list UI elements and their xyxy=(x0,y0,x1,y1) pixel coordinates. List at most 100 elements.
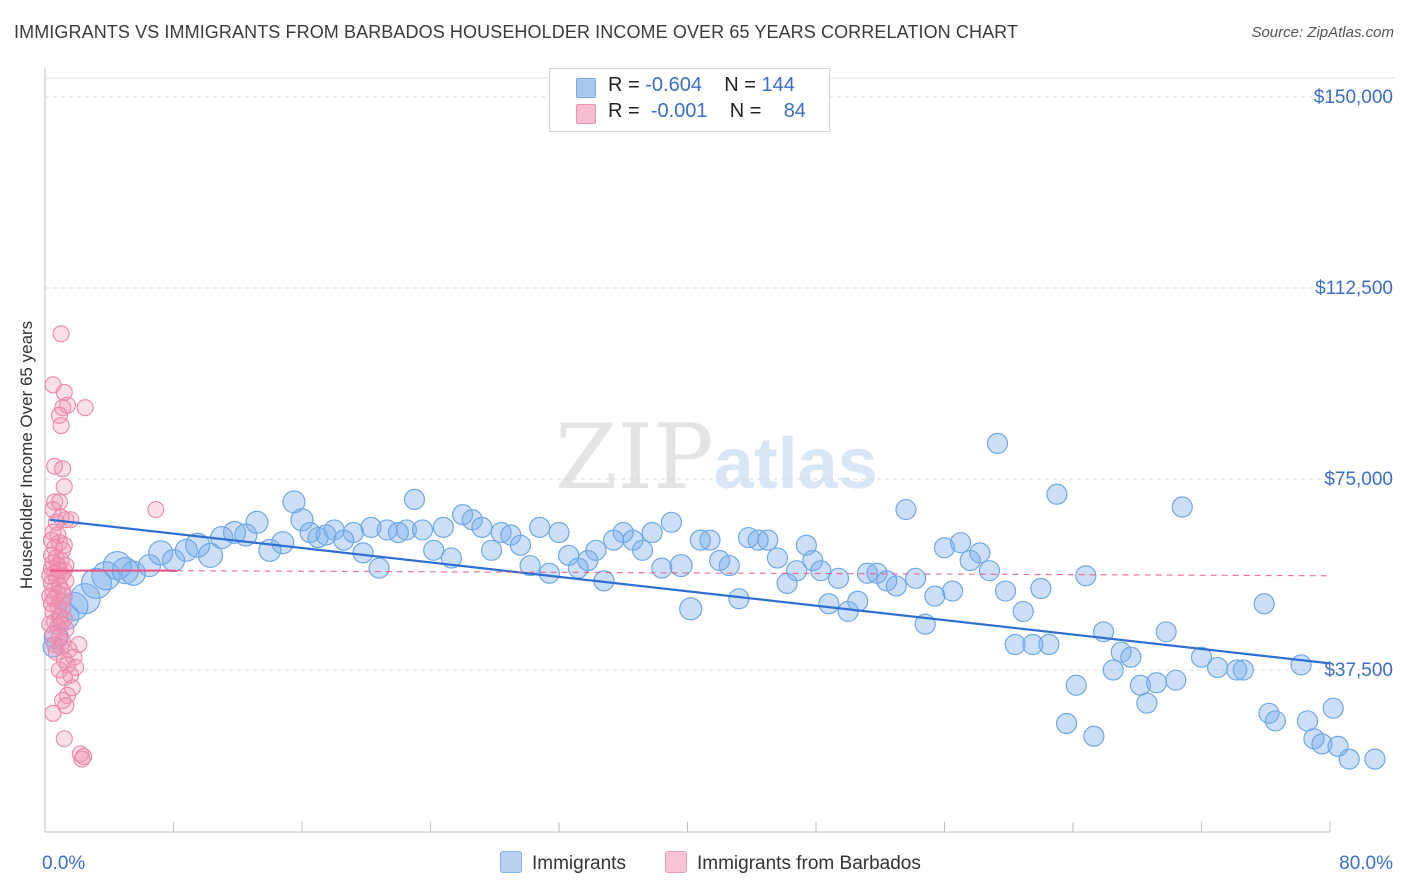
immigrants-point-124 xyxy=(1253,593,1275,615)
immigrants-point-100 xyxy=(1004,633,1026,656)
immigrants-point-118 xyxy=(1165,669,1187,691)
immigrants-point-68 xyxy=(709,549,731,572)
immigrants-point-37 xyxy=(411,519,434,541)
immigrants-point-126 xyxy=(1264,710,1286,732)
immigrants-point-29 xyxy=(342,521,364,544)
legend-stats-barbados: R = -0.001 N = 84 xyxy=(608,100,806,122)
immigrants-point-113 xyxy=(1120,646,1142,668)
barbados-point-80 xyxy=(55,730,73,748)
trend-lines xyxy=(49,518,1331,665)
immigrants-point-65 xyxy=(679,597,703,621)
immigrants-point-44 xyxy=(480,539,503,561)
y-axis-label: Householder Income Over 65 years xyxy=(17,321,36,589)
immigrants-point-64 xyxy=(669,553,693,578)
legend-label-barbados: Immigrants from Barbados xyxy=(697,853,921,874)
immigrants-point-15 xyxy=(197,542,224,569)
barbados-point-0 xyxy=(52,325,70,343)
immigrants-point-130 xyxy=(1311,733,1333,755)
immigrants-point-103 xyxy=(1030,577,1052,600)
immigrants-point-31 xyxy=(360,516,382,538)
immigrants-point-4 xyxy=(69,583,101,615)
axes xyxy=(44,68,1331,833)
barbados-point-18 xyxy=(147,501,165,519)
immigrants-point-108 xyxy=(1075,565,1097,587)
barbados-point-64 xyxy=(70,635,88,654)
immigrants-point-83 xyxy=(847,590,869,612)
immigrants-point-39 xyxy=(432,516,454,538)
immigrants-point-50 xyxy=(538,562,560,584)
immigrants-point-48 xyxy=(519,554,541,577)
immigrants-point-43 xyxy=(471,516,493,538)
barbados-point-10 xyxy=(55,478,73,496)
immigrants-point-63 xyxy=(660,511,683,533)
immigrants-point-74 xyxy=(766,547,789,569)
immigrants-point-96 xyxy=(969,542,991,564)
immigrants-point-101 xyxy=(1012,600,1034,623)
immigrants-point-121 xyxy=(1206,656,1229,679)
y-tick-label-1: $75,000 xyxy=(1324,469,1393,490)
immigrants-point-9 xyxy=(120,560,146,586)
immigrants-point-73 xyxy=(757,529,779,551)
immigrants-point-120 xyxy=(1190,646,1213,668)
immigrants-point-92 xyxy=(933,537,956,559)
immigrants-trend-line xyxy=(49,518,1331,665)
immigrants-point-41 xyxy=(452,504,474,526)
immigrants-point-123 xyxy=(1232,659,1254,681)
immigrants-point-21 xyxy=(271,531,295,555)
legend-item-immigrants[interactable]: Immigrants xyxy=(500,851,626,875)
immigrants-point-79 xyxy=(810,560,832,582)
immigrants-point-105 xyxy=(1046,483,1068,505)
gridlines xyxy=(45,77,1395,671)
immigrants-point-36 xyxy=(403,488,426,510)
immigrants-point-106 xyxy=(1055,712,1078,735)
legend-swatch-barbados xyxy=(576,104,596,124)
immigrants-point-19 xyxy=(245,510,269,534)
immigrants-point-67 xyxy=(699,529,721,551)
legend-item-barbados[interactable]: Immigrants from Barbados xyxy=(665,851,921,875)
immigrants-point-23 xyxy=(290,508,314,532)
immigrants-point-89 xyxy=(904,567,927,589)
immigrants-point-11 xyxy=(148,540,174,566)
y-tick-label-0: $37,500 xyxy=(1324,660,1393,681)
immigrants-point-47 xyxy=(509,534,532,556)
immigrants-point-60 xyxy=(631,539,654,561)
barbados-point-9 xyxy=(54,460,72,478)
barbados-point-46 xyxy=(55,587,73,605)
immigrants-point-30 xyxy=(352,542,374,564)
immigrants-point-7 xyxy=(102,550,132,581)
legend-swatch-immigrants-bottom xyxy=(500,851,522,873)
x-tick-label-1: 80.0% xyxy=(1339,853,1393,874)
chart-title: IMMIGRANTS VS IMMIGRANTS FROM BARBADOS H… xyxy=(14,22,1019,42)
immigrants-point-38 xyxy=(423,539,445,561)
immigrants-point-86 xyxy=(876,570,898,592)
immigrants-point-14 xyxy=(184,532,211,558)
immigrants-point-131 xyxy=(1322,697,1344,719)
immigrants-point-117 xyxy=(1155,621,1177,643)
immigrants-point-97 xyxy=(978,560,1001,582)
immigrants-point-76 xyxy=(786,560,808,582)
immigrants-point-127 xyxy=(1290,654,1312,676)
immigrants-point-104 xyxy=(1038,633,1060,656)
x-tick-label-0: 0.0% xyxy=(42,853,85,874)
immigrants-point-116 xyxy=(1145,672,1168,694)
watermark-zip: ZIP xyxy=(555,405,714,510)
barbados-point-78 xyxy=(44,704,62,722)
immigrants-point-51 xyxy=(548,521,570,544)
legend-swatch-immigrants xyxy=(576,78,596,98)
immigrants-point-35 xyxy=(395,519,418,541)
immigrants-point-32 xyxy=(368,557,390,579)
immigrants-point-134 xyxy=(1364,748,1386,770)
immigrants-point-98 xyxy=(986,432,1009,454)
barbados-point-16 xyxy=(62,511,80,529)
immigrants-point-61 xyxy=(641,521,663,544)
barbados-point-2 xyxy=(55,383,73,401)
y-tick-label-3: $150,000 xyxy=(1314,87,1393,108)
immigrants-point-107 xyxy=(1065,674,1087,696)
immigrants-point-93 xyxy=(941,580,964,602)
immigrants-point-133 xyxy=(1338,748,1360,770)
immigrants-point-99 xyxy=(994,580,1017,602)
barbados-point-5 xyxy=(76,399,94,417)
correlation-legend: R = -0.604 N = 144 R = -0.001 N = 84 xyxy=(549,68,830,132)
y-tick-label-2: $112,500 xyxy=(1315,278,1393,299)
